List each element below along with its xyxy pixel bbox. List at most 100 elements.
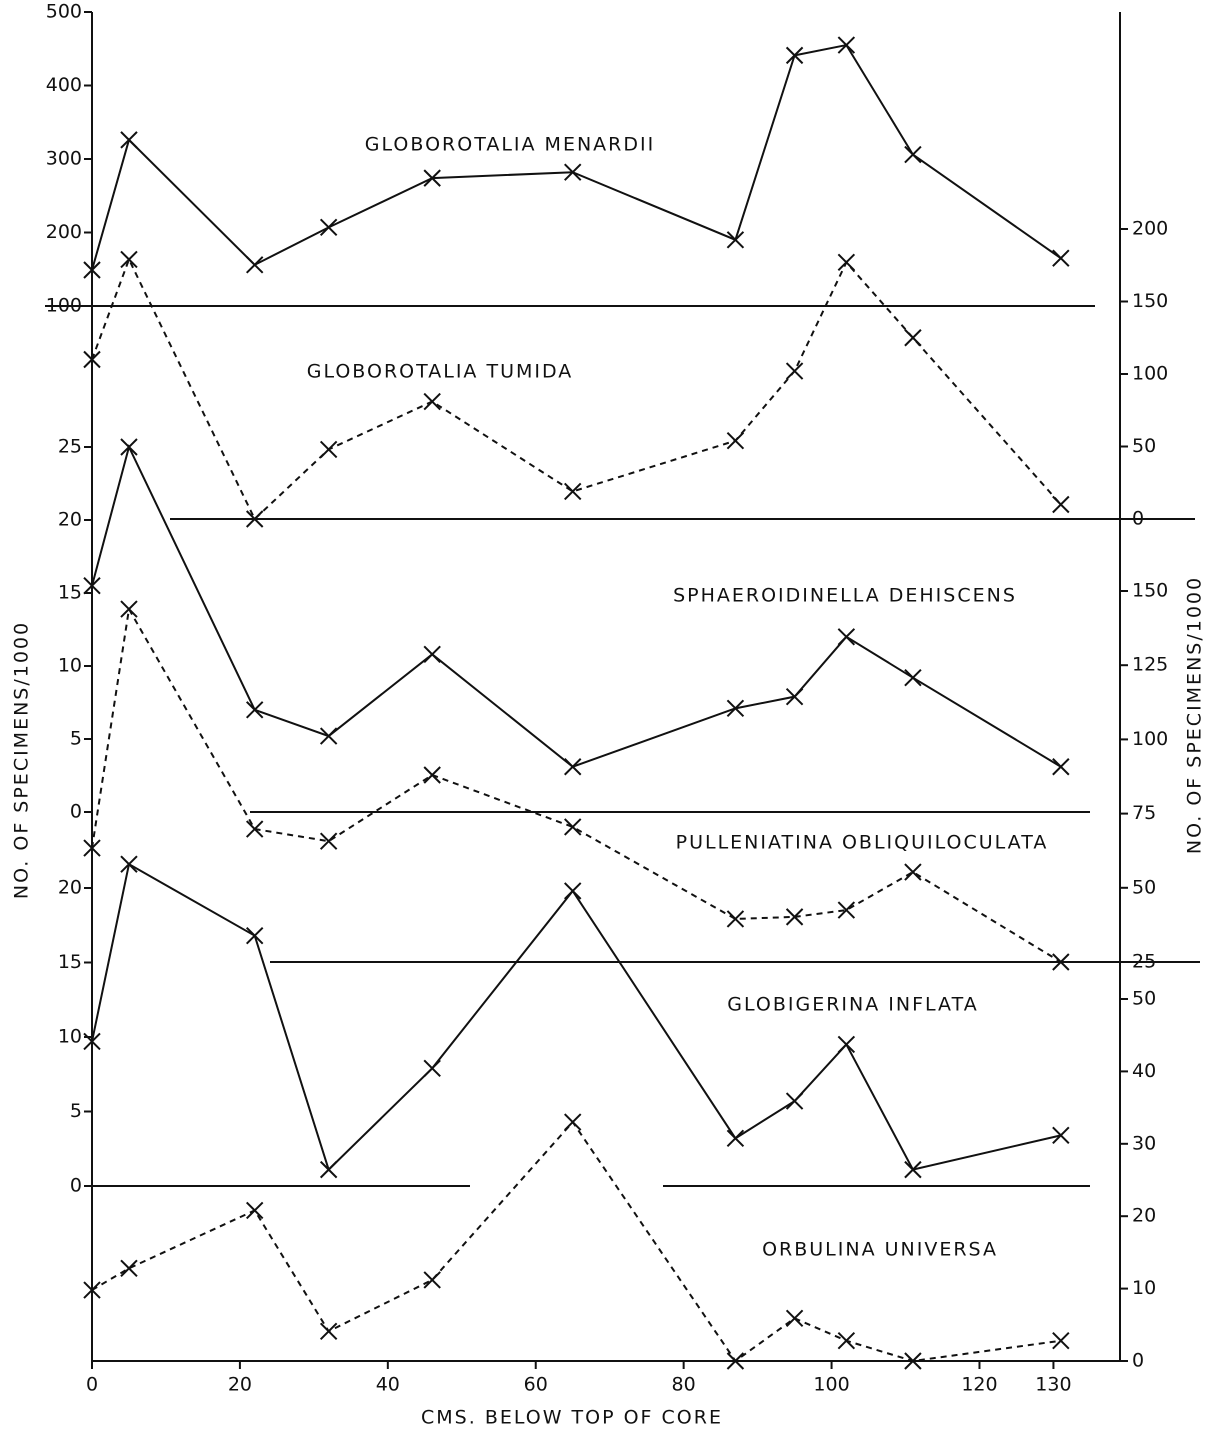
y2-tick-label: 150 xyxy=(1132,580,1168,602)
point-marker xyxy=(726,910,745,928)
point-marker xyxy=(785,46,804,65)
point-marker xyxy=(564,758,582,776)
x-tick-label: 120 xyxy=(961,1374,997,1396)
series-line xyxy=(91,862,1062,1172)
point-marker xyxy=(837,628,856,646)
point-marker xyxy=(564,1113,582,1131)
point-marker xyxy=(423,169,441,187)
series-label: SPHAEROIDINELLA DEHISCENS xyxy=(673,585,1017,607)
point-marker xyxy=(837,36,856,54)
series-line xyxy=(91,606,1062,963)
point-marker xyxy=(120,600,138,618)
y2-tick-label: 200 xyxy=(1132,218,1168,240)
point-marker xyxy=(1052,953,1070,971)
x-tick-label: 40 xyxy=(376,1374,400,1396)
series-label: GLOBIGERINA INFLATA xyxy=(727,994,978,1016)
y-tick-label: 500 xyxy=(46,1,82,23)
y-tick-label: 200 xyxy=(46,221,82,243)
y2-tick-label: 125 xyxy=(1132,654,1168,676)
y2-tick-label: 0 xyxy=(1132,1350,1144,1372)
y2-tick-label: 75 xyxy=(1132,802,1156,824)
x-tick-label: 100 xyxy=(813,1374,849,1396)
point-marker xyxy=(904,863,922,881)
point-marker xyxy=(120,855,138,873)
point-marker xyxy=(904,329,922,347)
point-marker xyxy=(319,1322,338,1341)
point-marker xyxy=(837,253,856,272)
point-marker xyxy=(904,1160,922,1179)
point-marker xyxy=(1052,495,1070,514)
y2-tick-label: 50 xyxy=(1132,435,1156,457)
point-marker xyxy=(319,440,338,459)
point-marker xyxy=(245,1201,264,1220)
x-tick-label: 20 xyxy=(228,1374,252,1396)
y-tick-label: 25 xyxy=(58,436,82,458)
point-marker xyxy=(83,261,101,279)
point-marker xyxy=(120,250,138,269)
point-marker xyxy=(837,1332,856,1350)
point-marker xyxy=(245,820,264,838)
point-marker xyxy=(726,431,745,450)
y-tick-label: 5 xyxy=(70,728,82,750)
y-tick-label: 20 xyxy=(58,509,82,531)
y2-tick-label: 50 xyxy=(1132,876,1156,898)
series-line xyxy=(91,256,1062,521)
point-marker xyxy=(785,687,804,706)
point-marker xyxy=(423,392,441,411)
point-marker xyxy=(564,818,582,836)
point-marker xyxy=(726,1352,745,1370)
point-marker xyxy=(726,699,745,718)
point-marker xyxy=(423,766,441,784)
point-marker xyxy=(423,645,441,664)
point-marker xyxy=(1052,1126,1070,1145)
point-marker xyxy=(785,1092,804,1110)
point-marker xyxy=(120,1259,138,1278)
y-tick-label: 0 xyxy=(70,801,82,823)
point-marker xyxy=(319,218,338,237)
point-marker xyxy=(245,701,264,719)
point-marker xyxy=(837,1035,856,1054)
point-marker xyxy=(564,482,582,501)
series-label: GLOBOROTALIA MENARDII xyxy=(365,134,655,156)
y2-axis-label: NO. OF SPECIMENS/1000 xyxy=(1184,576,1206,854)
y2-tick-label: 40 xyxy=(1132,1060,1156,1082)
point-marker xyxy=(1052,758,1070,776)
point-marker xyxy=(423,1271,441,1289)
y2-tick-label: 100 xyxy=(1132,363,1168,385)
point-marker xyxy=(785,1309,804,1327)
point-marker xyxy=(245,926,264,945)
point-marker xyxy=(423,1059,441,1077)
y-tick-label: 15 xyxy=(58,582,82,604)
series-label: ORBULINA UNIVERSA xyxy=(762,1239,998,1261)
point-marker xyxy=(785,908,804,926)
y2-tick-label: 100 xyxy=(1132,728,1168,750)
x-axis-label: CMS. BELOW TOP OF CORE xyxy=(421,1407,723,1429)
x-tick-label: 0 xyxy=(86,1374,98,1396)
y2-tick-label: 20 xyxy=(1132,1205,1156,1227)
point-marker xyxy=(1052,1332,1070,1350)
x-tick-label: 60 xyxy=(524,1374,548,1396)
point-marker xyxy=(837,901,856,919)
y-tick-label: 10 xyxy=(58,1026,82,1048)
point-marker xyxy=(319,727,338,745)
y2-tick-label: 10 xyxy=(1132,1277,1156,1299)
y-tick-label: 300 xyxy=(46,148,82,170)
y2-tick-label: 50 xyxy=(1132,988,1156,1010)
point-marker xyxy=(726,1129,745,1148)
point-marker xyxy=(120,131,138,149)
x-tick-label: 80 xyxy=(672,1374,696,1396)
y-tick-label: 400 xyxy=(46,74,82,96)
y-axis-label: NO. OF SPECIMENS/1000 xyxy=(11,621,33,899)
point-marker xyxy=(904,1352,922,1370)
point-marker xyxy=(120,438,138,456)
series-label: GLOBOROTALIA TUMIDA xyxy=(307,361,574,383)
point-marker xyxy=(245,256,264,274)
point-marker xyxy=(245,510,264,528)
x-tick-label: 130 xyxy=(1035,1374,1071,1396)
point-marker xyxy=(726,231,745,249)
point-marker xyxy=(83,1032,101,1051)
point-marker xyxy=(785,362,804,380)
y2-tick-label: 30 xyxy=(1132,1132,1156,1154)
y-tick-label: 10 xyxy=(58,655,82,677)
